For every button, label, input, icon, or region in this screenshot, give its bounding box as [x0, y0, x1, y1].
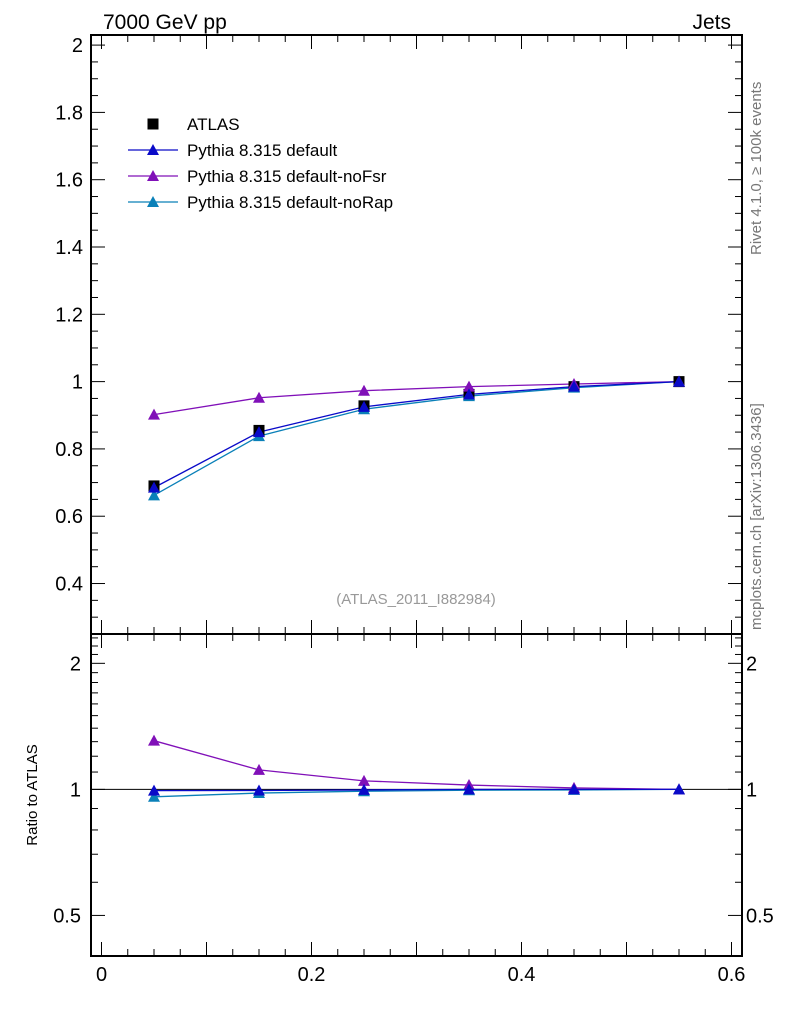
- ratio-point-0: [253, 784, 265, 796]
- ratio-line-0: [153, 788, 679, 792]
- ratio-point-0: [148, 784, 160, 796]
- ratio-point-0: [568, 783, 580, 795]
- main-ytick-label: 1.6: [55, 170, 83, 192]
- mc-point-1: [148, 481, 160, 493]
- ratio-point-1: [148, 734, 160, 746]
- legend-label: Pythia 8.315 default-noRap: [187, 193, 393, 212]
- xtick-label: 0: [96, 964, 107, 986]
- mc-point-2: [253, 391, 265, 403]
- main-ytick-label: 1.4: [55, 237, 83, 259]
- mc-point-2: [148, 408, 160, 420]
- xtick-label: 0.4: [508, 964, 536, 986]
- ratio-ytick-label-left: 0.5: [53, 905, 81, 927]
- mc-point-3: [148, 489, 160, 501]
- ratio-panel-frame: [90, 633, 743, 957]
- main-ytick-label: 2: [72, 35, 83, 57]
- mc-point-1: [358, 400, 370, 412]
- xtick-label: 0.2: [298, 964, 326, 986]
- ratio-point-0: [463, 783, 475, 795]
- ratio-axis-ticks: 0.5 0.5 1 1 2 2 0 0.2 0.4 0.6: [53, 634, 774, 986]
- analysis-watermark: (ATLAS_2011_I882984): [336, 591, 496, 608]
- main-ytick-label: 1.8: [55, 102, 83, 124]
- legend-label: Pythia 8.315 default-noFsr: [187, 167, 387, 186]
- ratio-ytick-label-right: 2: [746, 653, 757, 675]
- series-line-3: [153, 380, 680, 496]
- mc-point-1: [463, 388, 475, 400]
- ratio-point-1: [253, 763, 265, 775]
- main-ytick-label: 1.2: [55, 304, 83, 326]
- main-ytick-label: 0.4: [55, 574, 83, 596]
- main-axis-ticks: 0.4 0.6 0.8 1 1.2 1.4 1.6 1.8 2: [55, 35, 742, 634]
- category-label: Jets: [692, 11, 731, 34]
- mc-point-2: [358, 384, 370, 396]
- main-series: [148, 375, 685, 501]
- legend-label: Pythia 8.315 default: [187, 141, 338, 160]
- mc-point-1: [673, 375, 685, 387]
- ratio-ytick-label-right: 0.5: [746, 905, 774, 927]
- series-line-1: [153, 380, 680, 489]
- legend: ATLAS Pythia 8.315 default Pythia 8.315 de…: [128, 115, 393, 212]
- main-ytick-label: 0.8: [55, 439, 83, 461]
- mc-point-1: [568, 380, 580, 392]
- ratio-point-1: [358, 774, 370, 786]
- ratio-ytick-label-left: 2: [70, 653, 81, 675]
- ratio-ytick-label-right: 1: [746, 779, 757, 801]
- ratio-point-0: [673, 783, 685, 795]
- legend-marker: [147, 170, 159, 181]
- legend-marker: [147, 196, 159, 207]
- ratio-ylabel: Ratio to ATLAS: [24, 744, 41, 845]
- legend-marker-atlas: [147, 118, 159, 130]
- main-ytick-label: 1: [72, 372, 83, 394]
- main-ytick-label: 0.6: [55, 506, 83, 528]
- ratio-line-1: [153, 740, 680, 791]
- mcplots-label: mcplots.cern.ch [arXiv:1306.3436]: [748, 403, 765, 630]
- ratio-point-0: [358, 783, 370, 795]
- ratio-point-2: [148, 790, 160, 802]
- legend-label: ATLAS: [187, 115, 240, 134]
- mc-point-1: [253, 426, 265, 438]
- ratio-series: [148, 734, 685, 802]
- ratio-ytick-label-left: 1: [70, 779, 81, 801]
- energy-label: 7000 GeV pp: [103, 11, 227, 34]
- legend-marker: [147, 144, 159, 155]
- mc-point-2: [463, 380, 475, 392]
- rivet-label: Rivet 4.1.0, ≥ 100k events: [748, 82, 765, 255]
- series-line-2: [153, 380, 680, 416]
- xtick-label: 0.6: [718, 964, 746, 986]
